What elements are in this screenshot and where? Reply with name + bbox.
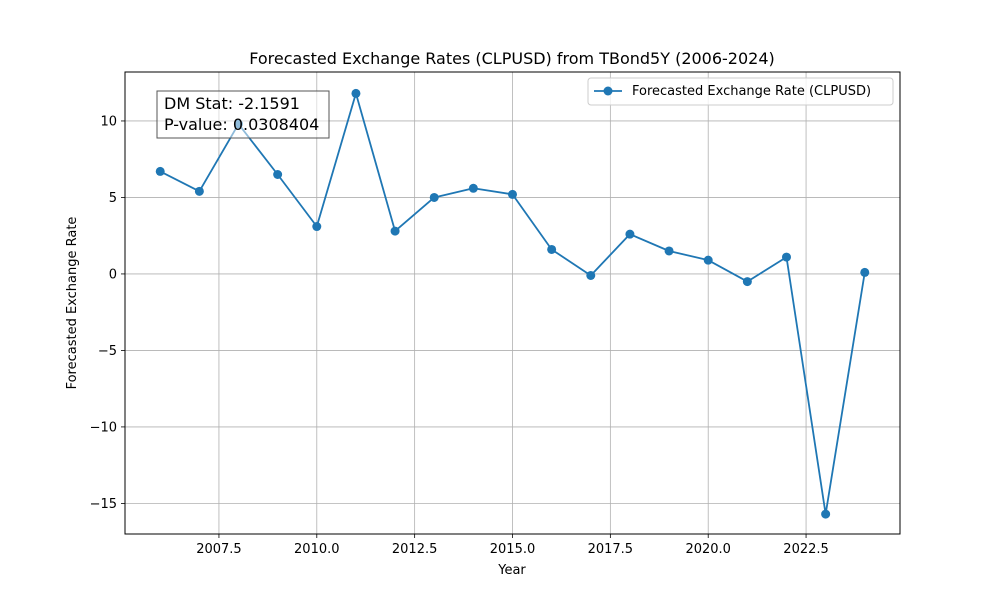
legend-marker-swatch xyxy=(603,86,613,96)
data-point xyxy=(821,509,831,519)
legend-box xyxy=(587,77,894,106)
annotation-box xyxy=(156,90,330,139)
y-tick-label: −10 xyxy=(90,420,117,435)
x-tick-label: 2017.5 xyxy=(588,542,634,557)
y-tick-label: −5 xyxy=(98,344,117,359)
data-point xyxy=(586,270,596,280)
data-point xyxy=(664,246,674,256)
chart-title: Forecasted Exchange Rates (CLPUSD) from … xyxy=(249,49,775,68)
series-layer xyxy=(155,88,870,519)
legend-label: Forecasted Exchange Rate (CLPUSD) xyxy=(632,84,871,99)
x-tick-label: 2007.5 xyxy=(196,542,242,557)
grid-lines xyxy=(125,72,900,534)
dm-stat-annotation: DM Stat: -2.1591 P-value: 0.0308404 xyxy=(156,90,330,139)
y-tick-label: 5 xyxy=(109,191,117,206)
data-point xyxy=(625,229,635,239)
data-point xyxy=(703,255,713,265)
data-point xyxy=(860,267,870,277)
x-axis-title: Year xyxy=(497,563,526,578)
y-axis-title: Forecasted Exchange Rate xyxy=(65,217,80,390)
data-point xyxy=(273,169,283,179)
x-tick-label: 2022.5 xyxy=(783,542,829,557)
data-point xyxy=(468,183,478,193)
y-tick-label: 10 xyxy=(100,114,117,129)
x-tick-label: 2020.0 xyxy=(685,542,731,557)
data-point xyxy=(742,277,752,287)
data-point xyxy=(155,166,165,176)
data-point xyxy=(781,252,791,262)
annotation-dm-stat: DM Stat: -2.1591 xyxy=(164,94,300,113)
y-tick-label: 0 xyxy=(109,267,117,282)
data-point xyxy=(429,192,439,202)
data-point xyxy=(547,244,557,254)
axis-ticks: 2007.5 2010.0 2012.5 2015.0 2017.5 2020.0 2022… xyxy=(90,114,829,557)
data-point xyxy=(508,189,517,199)
y-tick-label: −15 xyxy=(90,497,117,512)
x-tick-label: 2012.5 xyxy=(392,542,438,557)
legend: Forecasted Exchange Rate (CLPUSD) xyxy=(587,77,894,106)
annotation-p-value: P-value: 0.0308404 xyxy=(164,115,319,134)
x-tick-label: 2010.0 xyxy=(294,542,340,557)
data-point xyxy=(194,186,204,196)
data-point xyxy=(351,88,361,98)
x-tick-label: 2015.0 xyxy=(490,542,536,557)
data-point xyxy=(390,226,400,236)
data-point xyxy=(312,222,322,232)
